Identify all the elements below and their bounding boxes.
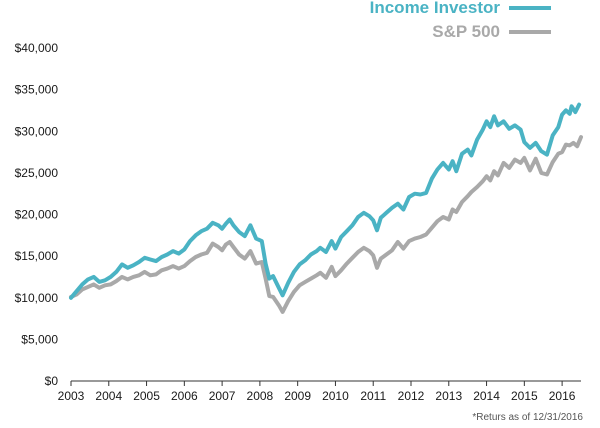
series-line-sp500 (69, 135, 583, 314)
x-tick-label: 2005 (133, 389, 160, 403)
series-lines (69, 102, 583, 314)
y-tick-label: $40,000 (15, 41, 59, 55)
x-axis: 2003 2004 2005 2006 2007 2008 2009 2010 2011 2012… (58, 380, 581, 403)
x-tick-label: 2014 (473, 389, 500, 403)
y-tick-label: $10,000 (15, 291, 59, 305)
x-tick-label: 2007 (209, 389, 236, 403)
footnote: *Returs as of 12/31/2016 (472, 412, 583, 423)
y-tick-label: $25,000 (15, 166, 59, 180)
y-axis: $0 $5,000 $10,000 $15,000 $20,000 $25,000 $30,… (15, 41, 59, 388)
x-tick-label: 2011 (360, 389, 386, 403)
x-tick-label: 2016 (549, 389, 576, 403)
x-tick-label: 2015 (511, 389, 538, 403)
x-tick-label: 2012 (398, 389, 425, 403)
y-tick-label: $15,000 (15, 249, 59, 263)
legend-label-sp500: S&P 500 (432, 22, 500, 41)
x-tick-label: 2008 (247, 389, 274, 403)
y-tick-label: $30,000 (15, 124, 59, 138)
series-line-income-investor (69, 102, 582, 300)
y-tick-label: $5,000 (21, 332, 58, 346)
x-tick-label: 2009 (284, 389, 311, 403)
legend-label-income-investor: Income Investor (370, 0, 501, 17)
x-tick-label: 2010 (322, 389, 349, 403)
y-tick-label: $35,000 (15, 83, 59, 97)
x-tick-label: 2013 (435, 389, 462, 403)
y-tick-label: $20,000 (15, 208, 59, 222)
y-tick-label: $0 (45, 374, 59, 388)
legend: Income Investor S&P 500 (370, 0, 551, 41)
x-tick-label: 2004 (95, 389, 122, 403)
x-tick-label: 2003 (58, 389, 85, 403)
x-tick-label: 2006 (171, 389, 198, 403)
